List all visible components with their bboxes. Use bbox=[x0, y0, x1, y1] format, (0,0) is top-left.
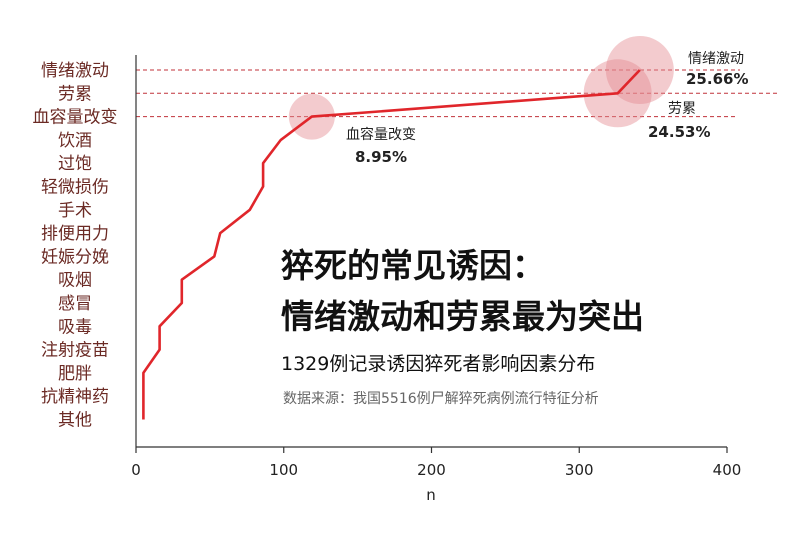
highlight-bubbles bbox=[288, 36, 674, 140]
chart-subtitle: 1329例记录诱因猝死者影响因素分布 bbox=[281, 353, 595, 375]
highlight-guides bbox=[136, 69, 778, 118]
category-label: 吸烟 bbox=[58, 271, 92, 291]
highlight-percent: 24.53% bbox=[648, 123, 710, 141]
x-tick-label: 400 bbox=[713, 461, 742, 479]
category-label: 肥胖 bbox=[58, 364, 92, 384]
category-label: 抗精神药 bbox=[41, 387, 109, 407]
category-labels: 情绪激动劳累血容量改变饮酒过饱轻微损伤手术排便用力妊娠分娩吸烟感冒吸毒注射疫苗肥… bbox=[33, 61, 118, 431]
highlight-percent: 25.66% bbox=[686, 70, 748, 88]
category-label: 注射疫苗 bbox=[41, 341, 109, 361]
chart-title-line2: 情绪激动和劳累最为突出 bbox=[281, 297, 644, 336]
highlight-labels: 情绪激动 25.66% 劳累 24.53% 血容量改变 8.95% bbox=[346, 50, 748, 166]
category-label: 其他 bbox=[58, 411, 92, 431]
x-tick-label: 0 bbox=[131, 461, 141, 479]
category-label: 过饱 bbox=[58, 154, 92, 174]
highlight-percent: 8.95% bbox=[355, 148, 407, 166]
chart-title-line1: 猝死的常见诱因： bbox=[281, 246, 545, 285]
category-label: 血容量改变 bbox=[33, 108, 118, 128]
category-label: 吸毒 bbox=[58, 317, 92, 337]
category-label: 饮酒 bbox=[58, 131, 92, 151]
series-line bbox=[142, 69, 641, 420]
category-label: 排便用力 bbox=[41, 224, 109, 244]
x-tick-label: 200 bbox=[417, 461, 446, 479]
x-axis-label: n bbox=[426, 486, 436, 504]
category-label: 感冒 bbox=[58, 294, 92, 314]
category-label: 情绪激动 bbox=[41, 61, 109, 81]
highlight-name: 情绪激动 bbox=[688, 50, 744, 67]
category-label: 妊娠分娩 bbox=[41, 247, 109, 267]
category-label: 劳累 bbox=[58, 84, 92, 104]
category-label: 手术 bbox=[58, 201, 92, 221]
highlight-name: 劳累 bbox=[668, 101, 696, 117]
highlight-name: 血容量改变 bbox=[346, 126, 416, 143]
x-tick-label: 300 bbox=[565, 461, 594, 479]
x-tick-label: 100 bbox=[269, 461, 298, 479]
chart-source: 数据来源：我国5516例尸解猝死病例流行特征分析 bbox=[283, 391, 599, 407]
category-label: 轻微损伤 bbox=[41, 178, 109, 198]
x-ticks: 0 100 200 300 400 bbox=[131, 447, 741, 479]
